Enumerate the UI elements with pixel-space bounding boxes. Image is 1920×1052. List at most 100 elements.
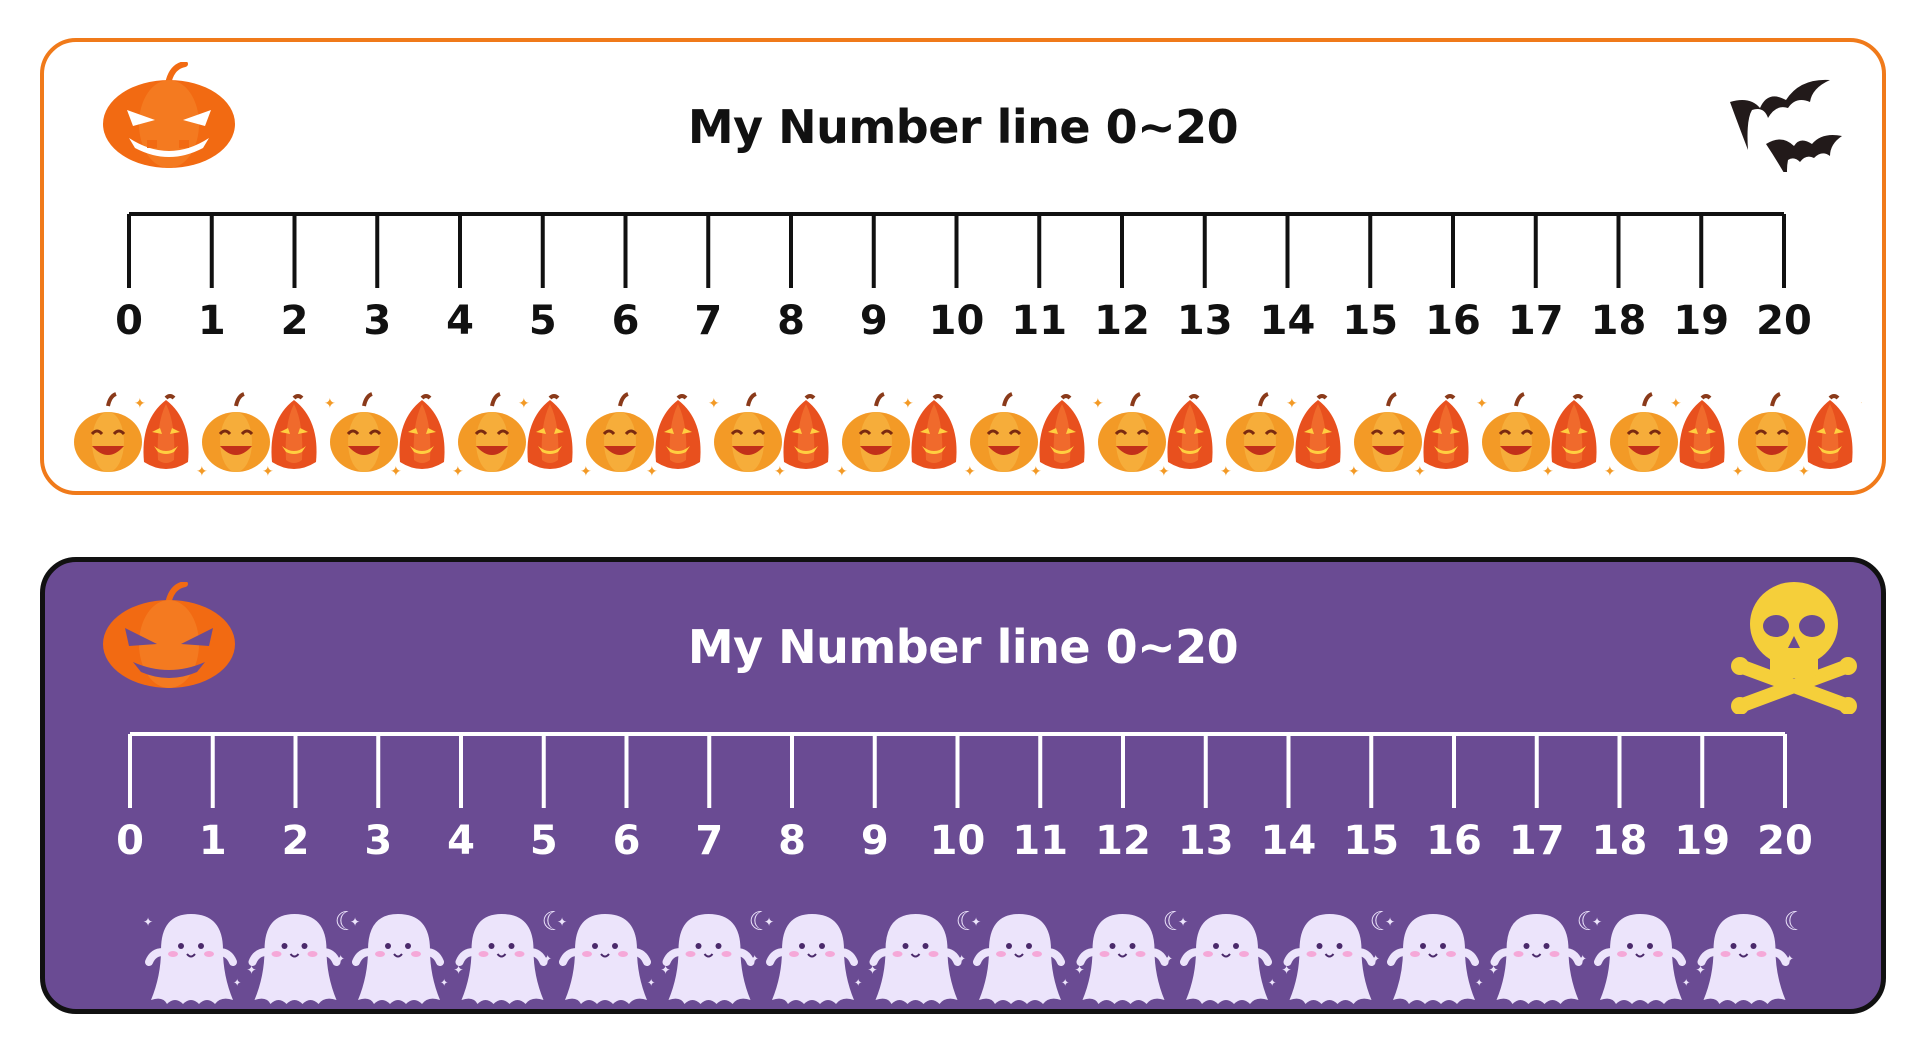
- ghost-icon: [1387, 914, 1479, 1004]
- tall-pumpkin-icon: [143, 394, 189, 469]
- star-icon: ✦: [774, 464, 786, 480]
- tick-label: 8: [777, 298, 805, 344]
- star-icon: ✦: [958, 954, 966, 965]
- star-icon: ✦: [1385, 915, 1395, 929]
- skull-crossbones-icon: [1730, 574, 1860, 718]
- star-icon: ✦: [1860, 396, 1862, 412]
- star-icon: ✦: [1696, 963, 1706, 977]
- star-icon: ✦: [557, 915, 567, 929]
- star-icon: ✦: [440, 978, 448, 989]
- tall-pumpkin-icon: [271, 394, 317, 469]
- star-icon: ✦: [902, 396, 914, 412]
- round-pumpkin-icon: [842, 392, 910, 472]
- tall-pumpkin-icon: [655, 394, 701, 469]
- star-icon: ✦: [233, 978, 241, 989]
- star-icon: ✦: [518, 396, 530, 412]
- round-pumpkin-icon: [458, 392, 526, 472]
- number-line-card-orange: My Number line 0~20 0 1 2 3 4 5 6 7 8 9 10 11 12 13 14…: [40, 38, 1886, 495]
- tall-pumpkin-icon: [1167, 394, 1213, 469]
- star-icon: ✦: [1489, 963, 1499, 977]
- ghost-icon: [559, 914, 651, 1004]
- ghost-icon: [1180, 914, 1272, 1004]
- star-icon: ✦: [1092, 396, 1104, 412]
- tick-label: 11: [1011, 298, 1067, 344]
- round-pumpkin-icon: [1738, 392, 1806, 472]
- moon-icon: ☾: [956, 907, 979, 937]
- tall-pumpkin-icon: [1039, 394, 1085, 469]
- tick-label: 19: [1673, 298, 1729, 344]
- star-icon: ✦: [196, 464, 208, 480]
- star-icon: ✦: [350, 915, 360, 929]
- tall-pumpkin-icon: [1551, 394, 1597, 469]
- star-icon: ✦: [1786, 954, 1794, 965]
- tick-label: 10: [930, 818, 986, 864]
- ghost-icon: [248, 914, 341, 1004]
- tall-pumpkin-icon: [1423, 394, 1469, 469]
- moon-icon: ☾: [1370, 907, 1393, 937]
- tick-label: 19: [1674, 818, 1730, 864]
- moon-icon: ☾: [749, 907, 772, 937]
- round-pumpkin-icon: [202, 392, 270, 472]
- tick-label: 18: [1592, 818, 1648, 864]
- star-icon: ✦: [1475, 978, 1483, 989]
- ghost-icon: [1697, 914, 1790, 1004]
- star-icon: ✦: [1682, 978, 1690, 989]
- star-icon: ✦: [1732, 464, 1744, 480]
- round-pumpkin-icon: [970, 392, 1038, 472]
- star-icon: ✦: [1030, 464, 1042, 480]
- card-title: My Number line 0~20: [687, 620, 1239, 674]
- tick-label: 3: [363, 298, 391, 344]
- star-icon: ✦: [964, 464, 976, 480]
- star-icon: ✦: [1476, 396, 1488, 412]
- star-icon: ✦: [1075, 963, 1085, 977]
- tall-pumpkin-icon: [1807, 394, 1853, 469]
- tick-label: 5: [529, 298, 557, 344]
- ghost-icon: [1076, 914, 1169, 1004]
- star-icon: ✦: [1178, 915, 1188, 929]
- round-pumpkin-icon: [586, 392, 654, 472]
- tick-label: 7: [694, 298, 722, 344]
- tick-label: 20: [1756, 298, 1812, 344]
- number-line-card-purple: My Number line 0~20 0 1 2 3 4 5 6 7 8 9 10 11 12 13 14…: [40, 557, 1886, 1014]
- moon-icon: ☾: [335, 907, 358, 937]
- tick-label: 2: [282, 818, 310, 864]
- tick-label: 16: [1425, 298, 1481, 344]
- ghost-icon: [352, 914, 444, 1004]
- tall-pumpkin-icon: [911, 394, 957, 469]
- star-icon: ✦: [1348, 464, 1360, 480]
- tick-label: 1: [198, 298, 226, 344]
- tick-label: 0: [116, 818, 144, 864]
- tick-label: 6: [613, 818, 641, 864]
- ghost-icon: [1490, 914, 1583, 1004]
- moon-icon: ☾: [542, 907, 565, 937]
- pumpkins-border: ✦ ✦ ✦ ✦: [72, 392, 1872, 482]
- round-pumpkin-icon: [1610, 392, 1678, 472]
- number-line: 0 1 2 3 4 5 6 7 8 9 10 11 12 13 14 15 16 17 18 19 20: [116, 732, 1813, 864]
- star-icon: ✦: [1165, 954, 1173, 965]
- star-icon: ✦: [1604, 464, 1616, 480]
- star-icon: ✦: [143, 915, 153, 929]
- star-icon: ✦: [454, 963, 464, 977]
- tick-label: 1: [199, 818, 227, 864]
- pumpkin-icon: [99, 61, 239, 176]
- star-icon: ✦: [580, 464, 592, 480]
- round-pumpkin-icon: [1098, 392, 1166, 472]
- tick-label: 14: [1261, 818, 1317, 864]
- tick-label: 16: [1426, 818, 1482, 864]
- round-pumpkin-icon: [1226, 392, 1294, 472]
- tick-label: 20: [1757, 818, 1813, 864]
- star-icon: ✦: [868, 963, 878, 977]
- tick-label: 0: [115, 298, 143, 344]
- star-icon: ✦: [1414, 464, 1426, 480]
- tick-label: 9: [861, 818, 889, 864]
- bats-icon: [1720, 52, 1860, 180]
- star-icon: ✦: [134, 396, 146, 412]
- tick-label: 8: [778, 818, 806, 864]
- ghost-icon: [145, 914, 237, 1004]
- tick-label: 4: [446, 298, 474, 344]
- tick-label: 2: [281, 298, 309, 344]
- tall-pumpkin-icon: [783, 394, 829, 469]
- tick-label: 5: [530, 818, 558, 864]
- tick-label: 15: [1343, 818, 1399, 864]
- moon-icon: ☾: [1163, 907, 1186, 937]
